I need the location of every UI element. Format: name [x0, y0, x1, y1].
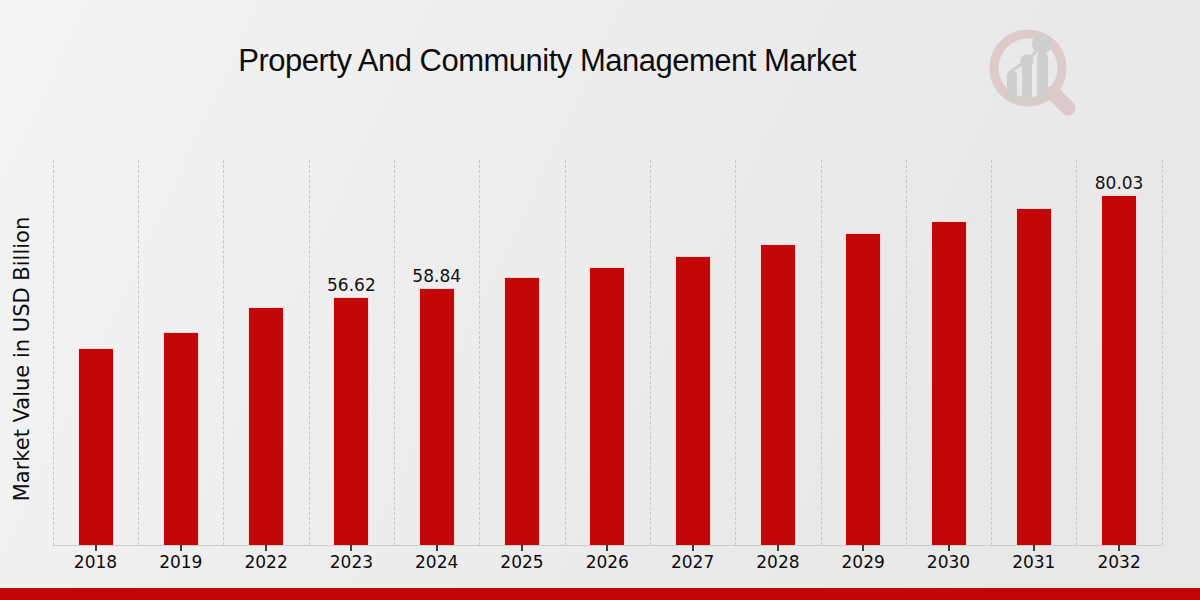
x-axis-label-2027: 2027 — [648, 552, 738, 572]
gridline — [906, 160, 907, 545]
x-tick — [521, 545, 523, 551]
x-tick — [948, 545, 950, 551]
x-tick — [777, 545, 779, 551]
bar-2022 — [248, 307, 284, 545]
x-axis-label-2019: 2019 — [136, 552, 226, 572]
footer-accent-bar — [0, 588, 1200, 600]
bar-2030 — [931, 221, 967, 545]
bar-2028 — [760, 244, 796, 545]
gridline — [1162, 160, 1163, 545]
x-tick — [95, 545, 97, 551]
gridline — [1076, 160, 1077, 545]
gridline — [309, 160, 310, 545]
chart-title: Property And Community Management Market — [0, 43, 1094, 79]
gridline — [650, 160, 651, 545]
x-axis-label-2022: 2022 — [221, 552, 311, 572]
gridline — [991, 160, 992, 545]
bar-2023 — [333, 297, 369, 545]
gridline — [821, 160, 822, 545]
bar-value-label-2032: 80.03 — [1074, 173, 1164, 193]
bar-value-label-2024: 58.84 — [392, 266, 482, 286]
gridline — [565, 160, 566, 545]
bar-2026 — [589, 267, 625, 545]
x-tick — [606, 545, 608, 551]
x-tick — [862, 545, 864, 551]
x-tick — [180, 545, 182, 551]
x-axis-label-2028: 2028 — [733, 552, 823, 572]
bar-2029 — [845, 233, 881, 545]
x-axis-label-2026: 2026 — [562, 552, 652, 572]
gridline — [479, 160, 480, 545]
bar-value-label-2023: 56.62 — [306, 275, 396, 295]
gridline — [53, 160, 54, 545]
x-axis-label-2030: 2030 — [904, 552, 994, 572]
x-axis-label-2025: 2025 — [477, 552, 567, 572]
bar-2024 — [419, 288, 455, 545]
x-axis-label-2029: 2029 — [818, 552, 908, 572]
x-tick — [265, 545, 267, 551]
bar-2018 — [78, 348, 114, 545]
gridline — [394, 160, 395, 545]
bar-2027 — [675, 256, 711, 545]
x-tick — [436, 545, 438, 551]
x-axis-label-2023: 2023 — [306, 552, 396, 572]
x-axis-label-2032: 2032 — [1074, 552, 1164, 572]
bar-2019 — [163, 332, 199, 545]
y-axis-label: Market Value in USD Billion — [10, 179, 34, 539]
bar-2032 — [1101, 195, 1137, 545]
x-axis-label-2031: 2031 — [989, 552, 1079, 572]
bar-2025 — [504, 277, 540, 545]
gridline — [138, 160, 139, 545]
gridline — [223, 160, 224, 545]
x-tick — [1118, 545, 1120, 551]
x-tick — [692, 545, 694, 551]
bar-2031 — [1016, 208, 1052, 545]
gridline — [735, 160, 736, 545]
x-tick — [350, 545, 352, 551]
magnifier-chart-logo-icon — [984, 20, 1096, 116]
x-tick — [1033, 545, 1035, 551]
x-axis-label-2024: 2024 — [392, 552, 482, 572]
x-axis-label-2018: 2018 — [51, 552, 141, 572]
